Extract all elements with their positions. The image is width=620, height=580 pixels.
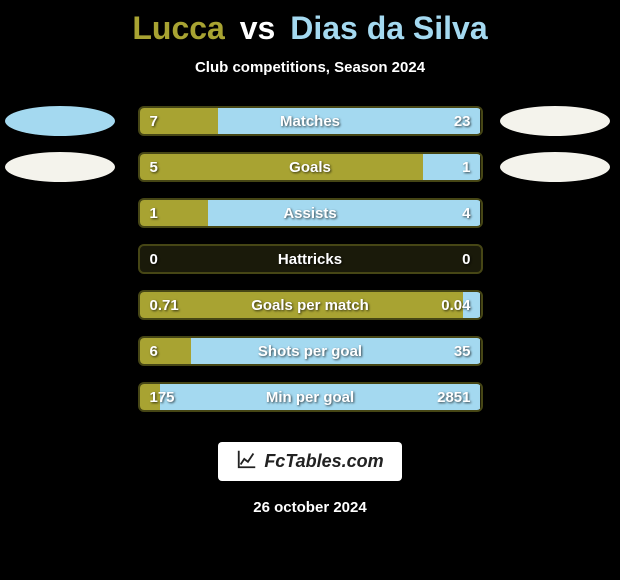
date-text: 26 october 2024: [253, 499, 366, 516]
stat-label: Min per goal: [140, 384, 481, 410]
player-oval-left: [5, 106, 115, 136]
stat-bar: 723Matches: [138, 106, 483, 136]
stat-bar: 0.710.04Goals per match: [138, 290, 483, 320]
vs-text: vs: [240, 10, 276, 46]
stat-row: 0.710.04Goals per match: [0, 290, 620, 320]
page-title: Lucca vs Dias da Silva: [132, 10, 487, 47]
logo-text: FcTables.com: [264, 451, 383, 472]
stats-area: 723Matches 51Goals 14Assists 00Hattricks 0.7…: [0, 106, 620, 412]
stat-bar: 635Shots per goal: [138, 336, 483, 366]
fctables-logo: FcTables.com: [218, 442, 401, 481]
stat-label: Goals: [140, 154, 481, 180]
stat-row: 51Goals: [0, 152, 620, 182]
player1-name: Lucca: [132, 10, 224, 46]
player-oval-right: [500, 106, 610, 136]
stat-label: Matches: [140, 108, 481, 134]
stat-bar: 51Goals: [138, 152, 483, 182]
subtitle: Club competitions, Season 2024: [195, 59, 425, 76]
stat-row: 1752851Min per goal: [0, 382, 620, 412]
stat-label: Shots per goal: [140, 338, 481, 364]
stat-label: Goals per match: [140, 292, 481, 318]
stat-bar: 00Hattricks: [138, 244, 483, 274]
stat-bar: 1752851Min per goal: [138, 382, 483, 412]
stat-label: Hattricks: [140, 246, 481, 272]
stat-row: 14Assists: [0, 198, 620, 228]
stat-row: 723Matches: [0, 106, 620, 136]
stat-bar: 14Assists: [138, 198, 483, 228]
player-oval-left: [5, 152, 115, 182]
chart-icon: [236, 448, 258, 475]
stat-row: 635Shots per goal: [0, 336, 620, 366]
stat-row: 00Hattricks: [0, 244, 620, 274]
stat-label: Assists: [140, 200, 481, 226]
player-oval-right: [500, 152, 610, 182]
player2-name: Dias da Silva: [290, 10, 487, 46]
